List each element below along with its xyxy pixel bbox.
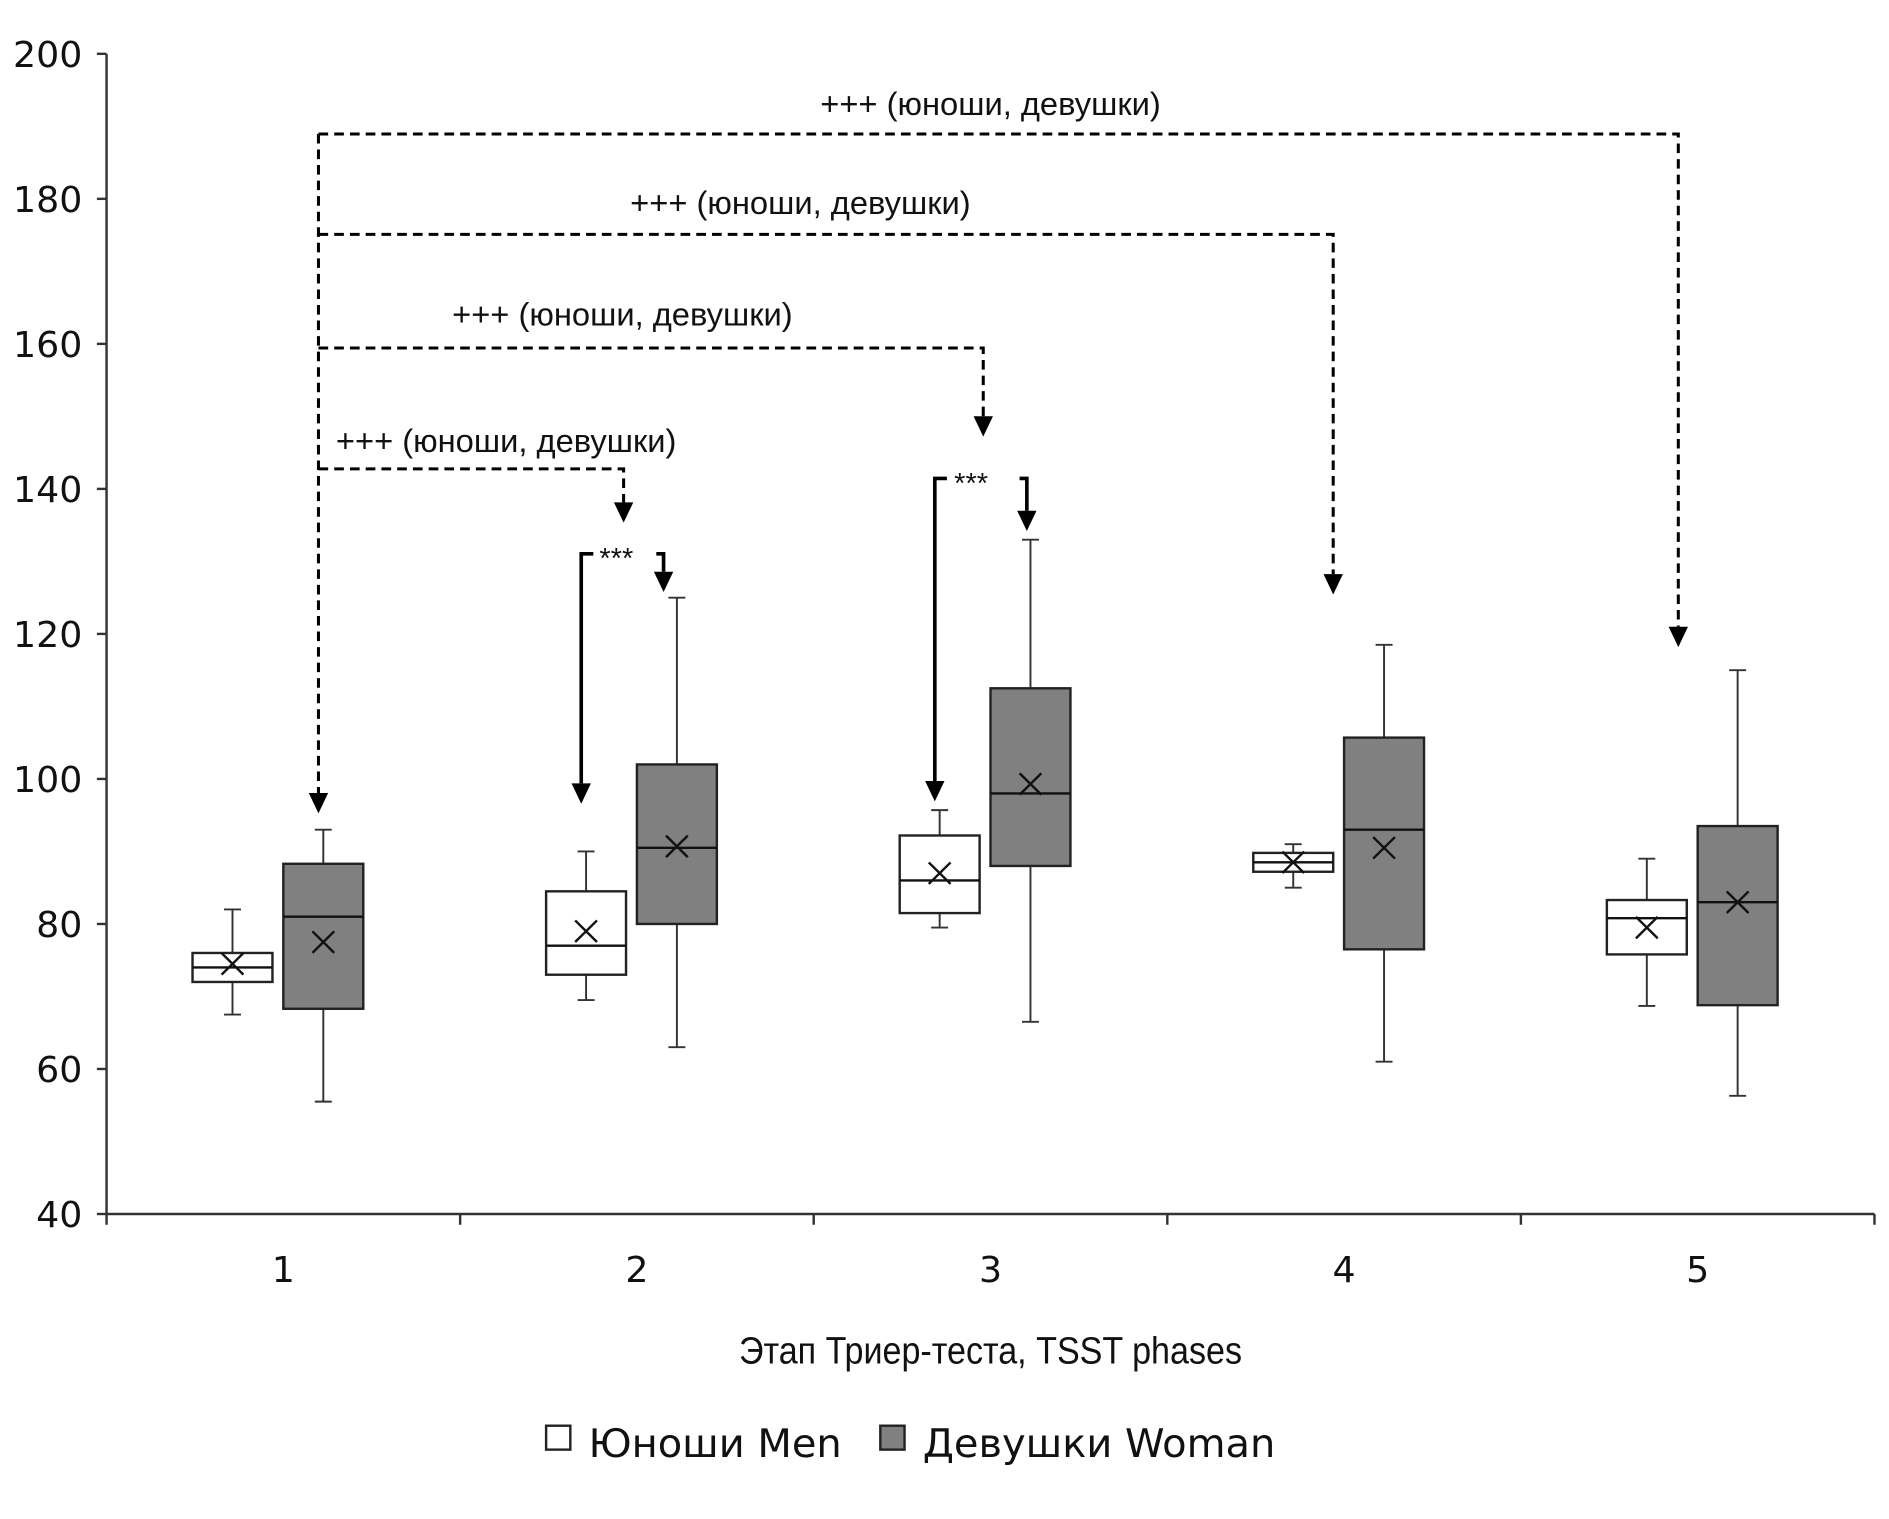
mean-marker [311,930,336,954]
box-women-phase-1 [282,828,365,1103]
y-tick-label: 120 [13,613,82,656]
significance-label: *** [599,543,633,575]
y-tick-label: 40 [36,1193,82,1236]
significance-label: *** [954,468,988,500]
y-tick-label: 160 [13,323,82,366]
mean-marker [1725,890,1750,914]
legend-swatch-men [544,1424,572,1451]
box-men-phase-2 [544,850,628,1002]
iqr-box [635,763,719,926]
dashed-bracket-phase1-to-3 [318,346,985,417]
mean-marker [574,919,598,943]
mean-marker [665,834,689,858]
box-men-phase-4 [1252,843,1335,889]
comparison-label: +++ (юноши, девушки) [630,185,971,221]
box-women-phase-3 [989,538,1072,1023]
mean-marker [1018,772,1043,796]
x-axis-label: Этап Триер-теста, TSST phases [739,1329,1242,1372]
y-tick-label: 180 [13,178,82,221]
dashed-bracket-phase1-to-4 [318,232,1335,575]
y-tick-label: 60 [36,1048,82,1091]
x-tick-label: 2 [625,1248,648,1291]
iqr-box [1696,824,1779,1007]
dashed-bracket-phase1-to-2 [318,467,626,503]
sex-bracket-women [1019,476,1029,511]
box-men-phase-3 [898,809,981,929]
comparison-label: +++ (юноши, девушки) [820,86,1161,122]
box-men-phase-1 [191,908,274,1016]
comparison-label: +++ (юноши, девушки) [336,423,677,459]
comparison-label: +++ (юноши, девушки) [452,297,793,333]
arrow-women [653,571,674,593]
mean-marker [1635,915,1659,940]
arrow-phase1 [308,792,329,814]
iqr-box [1605,898,1688,956]
mean-marker [927,861,952,885]
arrow-men [925,781,945,802]
x-tick-label: 3 [979,1248,1002,1291]
mean-marker [1372,836,1396,860]
arrow-phase-5 [1668,626,1688,648]
arrow-women [1017,510,1037,532]
iqr-box [544,890,628,976]
legend-label-men: Юноши Men [588,1421,841,1467]
x-tick-label: 1 [272,1248,295,1291]
legend-label-women: Девушки Woman [923,1421,1276,1467]
sex-bracket-men [932,476,947,782]
sex-bracket-men [579,551,594,784]
y-tick-label: 140 [13,468,82,511]
arrow-phase-3 [973,416,993,437]
iqr-box [989,687,1072,868]
box-women-phase-2 [635,596,719,1049]
mean-marker [1281,850,1305,874]
legend-swatch-women [879,1424,906,1451]
arrow-men [571,783,591,804]
iqr-box [282,862,365,1010]
arrow-phase-2 [613,502,634,523]
sex-bracket-women [656,551,666,572]
x-tick-label: 5 [1686,1248,1709,1291]
box-men-phase-5 [1605,857,1688,1007]
iqr-box [1342,736,1426,951]
y-tick-label: 80 [36,903,82,946]
box-women-phase-5 [1696,669,1779,1097]
y-tick-label: 200 [13,33,82,76]
arrow-phase-4 [1323,574,1343,595]
dashed-bracket-phase1-to-5 [318,132,1680,627]
box-women-phase-4 [1342,643,1426,1063]
x-tick-label: 4 [1333,1248,1356,1291]
legend: Юноши Men Девушки Woman [544,1421,1276,1467]
y-tick-label: 100 [13,758,82,801]
mean-marker [220,952,245,976]
